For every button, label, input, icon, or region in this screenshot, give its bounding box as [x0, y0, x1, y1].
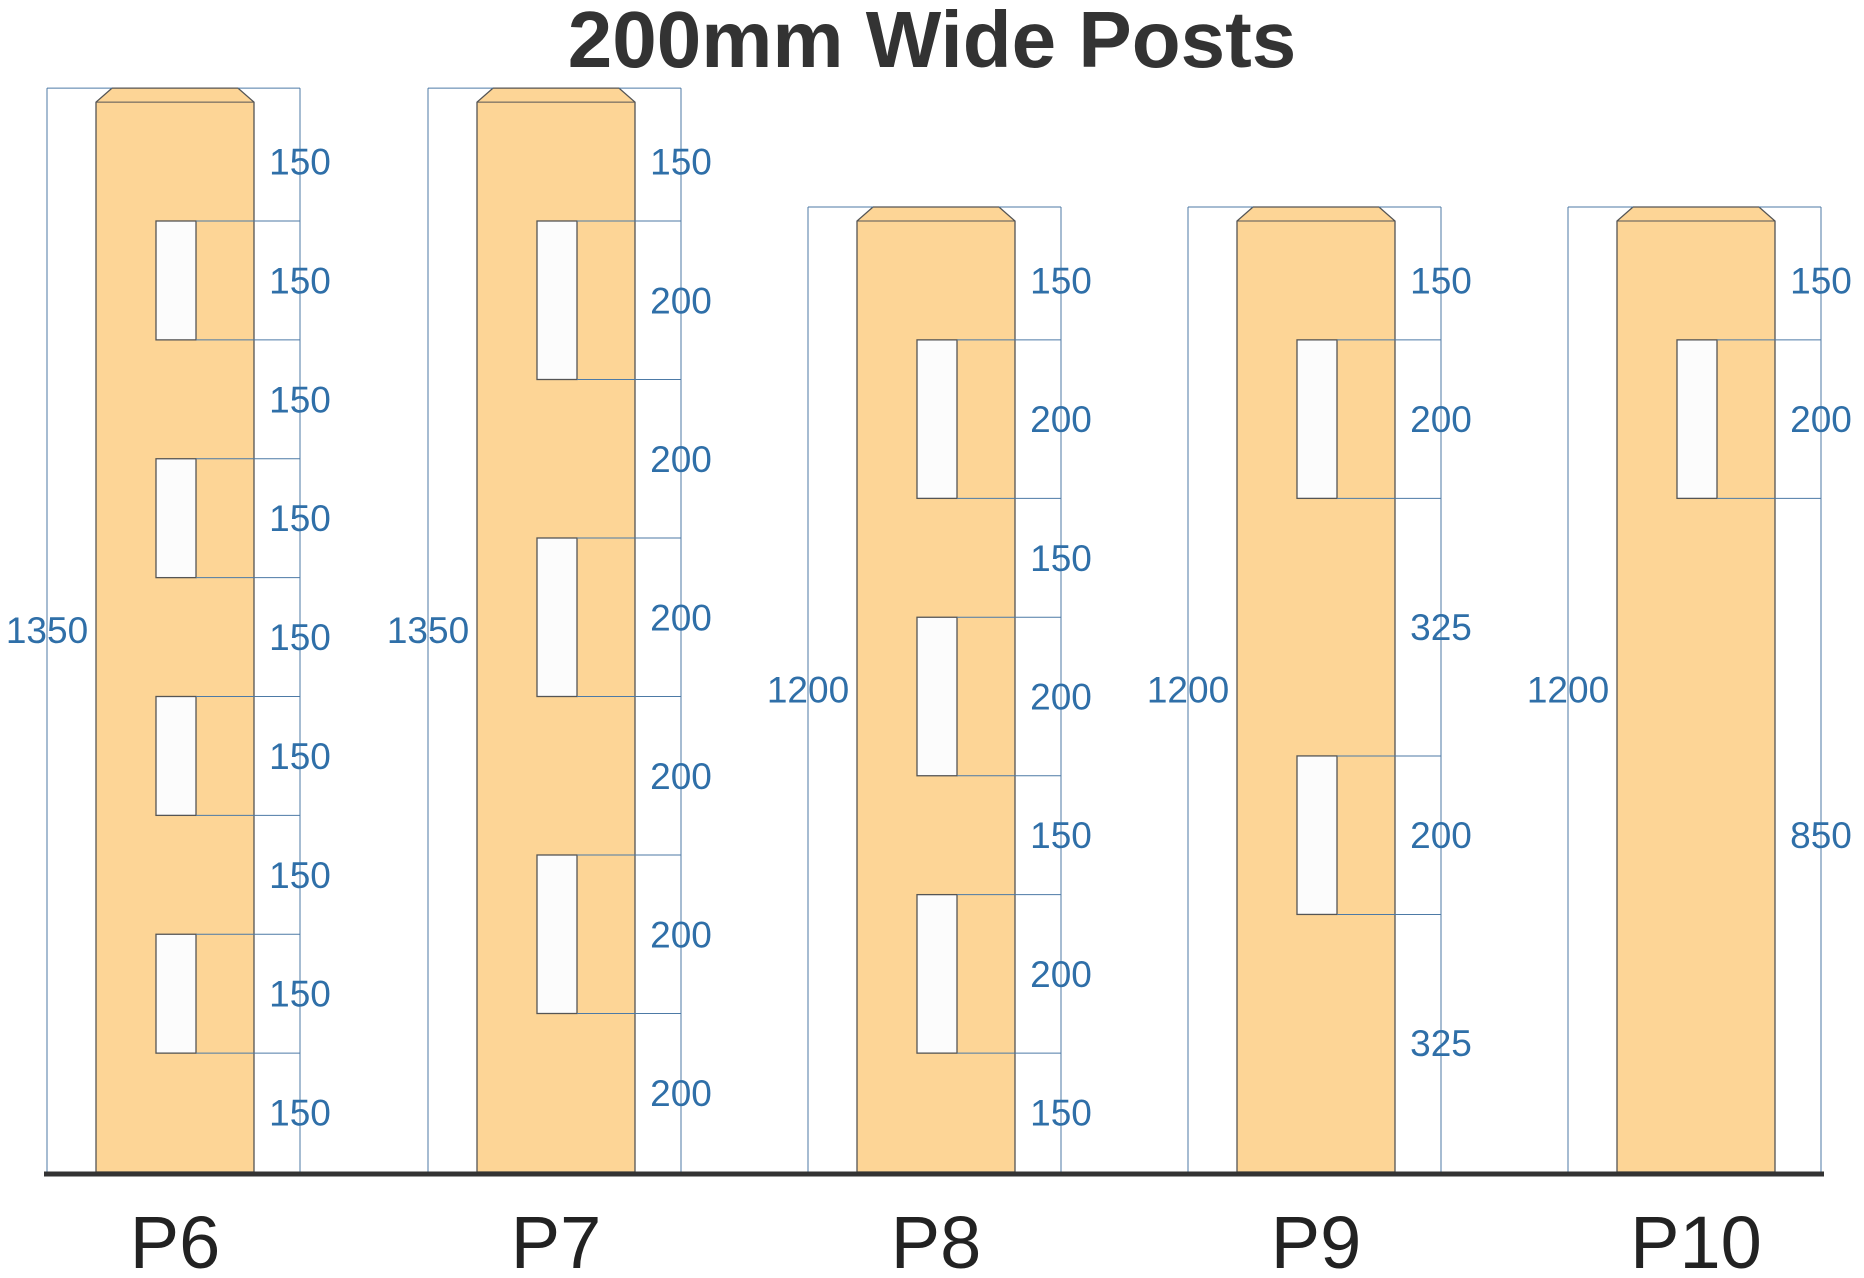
segment-label: 325 — [1410, 1023, 1472, 1064]
segment-label: 850 — [1790, 815, 1852, 856]
mortise-slot — [916, 616, 958, 777]
mortise-slot — [155, 695, 197, 817]
mortise-slot — [916, 893, 958, 1054]
post-name-label: P8 — [891, 1201, 982, 1278]
post-p9: 1200 150 200 325 200 325 P9 — [1147, 206, 1472, 1278]
segment-label: 150 — [269, 142, 331, 183]
mortise-slot — [916, 339, 958, 500]
mortise-slot — [1676, 339, 1718, 500]
segment-label: 150 — [1410, 260, 1472, 301]
segment-label: 200 — [650, 914, 712, 955]
segment-label: 150 — [1790, 260, 1852, 301]
post-p8: 1200 150 200 150 200 150 200 150 P8 — [767, 206, 1092, 1278]
mortise-slot — [155, 458, 197, 579]
segment-label: 200 — [650, 756, 712, 797]
posts-layer: 1350 150 150 150 150 150 150 150 150 150 P6 1350 150… — [6, 87, 1852, 1278]
post-p7: 1350 150 200 200 200 200 200 200 P7 — [387, 87, 712, 1278]
segment-label: 150 — [269, 379, 331, 420]
segment-label: 200 — [1030, 399, 1092, 440]
post-name-label: P10 — [1630, 1201, 1762, 1278]
segment-label: 150 — [1030, 1093, 1092, 1134]
segment-label: 150 — [269, 974, 331, 1015]
diagram-title: 200mm Wide Posts — [567, 0, 1297, 84]
mortise-slot — [1296, 339, 1338, 500]
segment-label: 150 — [650, 142, 712, 183]
mortise-slot — [536, 854, 578, 1015]
segment-label: 200 — [1030, 677, 1092, 718]
height-label: 1350 — [387, 610, 469, 651]
height-label: 1200 — [1527, 670, 1609, 711]
segment-label: 200 — [650, 439, 712, 480]
post-name-label: P6 — [130, 1201, 221, 1278]
segment-label: 150 — [1030, 260, 1092, 301]
segment-label: 200 — [1410, 399, 1472, 440]
post-name-label: P9 — [1271, 1201, 1362, 1278]
post-p6: 1350 150 150 150 150 150 150 150 150 150 P6 — [6, 87, 331, 1278]
height-label: 1350 — [6, 610, 88, 651]
segment-label: 150 — [269, 617, 331, 658]
segment-label: 200 — [650, 280, 712, 321]
mortise-slot — [536, 220, 578, 381]
mortise-slot — [1296, 755, 1338, 916]
segment-label: 150 — [269, 1093, 331, 1134]
segment-label: 150 — [1030, 538, 1092, 579]
height-label: 1200 — [1147, 670, 1229, 711]
segment-label: 200 — [1790, 399, 1852, 440]
segment-label: 200 — [1030, 954, 1092, 995]
segment-label: 150 — [269, 260, 331, 301]
height-label: 1200 — [767, 670, 849, 711]
mortise-slot — [155, 933, 197, 1054]
segment-label: 150 — [269, 855, 331, 896]
mortise-slot — [536, 537, 578, 698]
mortise-slot — [155, 220, 197, 341]
segment-label: 200 — [1410, 815, 1472, 856]
segment-label: 325 — [1410, 607, 1472, 648]
segment-label: 150 — [1030, 815, 1092, 856]
segment-label: 150 — [269, 736, 331, 777]
segment-label: 200 — [650, 597, 712, 638]
segment-label: 200 — [650, 1073, 712, 1114]
post-p10: 1200 150 200 850 P10 — [1527, 206, 1852, 1278]
segment-label: 150 — [269, 498, 331, 539]
post-name-label: P7 — [511, 1201, 602, 1278]
